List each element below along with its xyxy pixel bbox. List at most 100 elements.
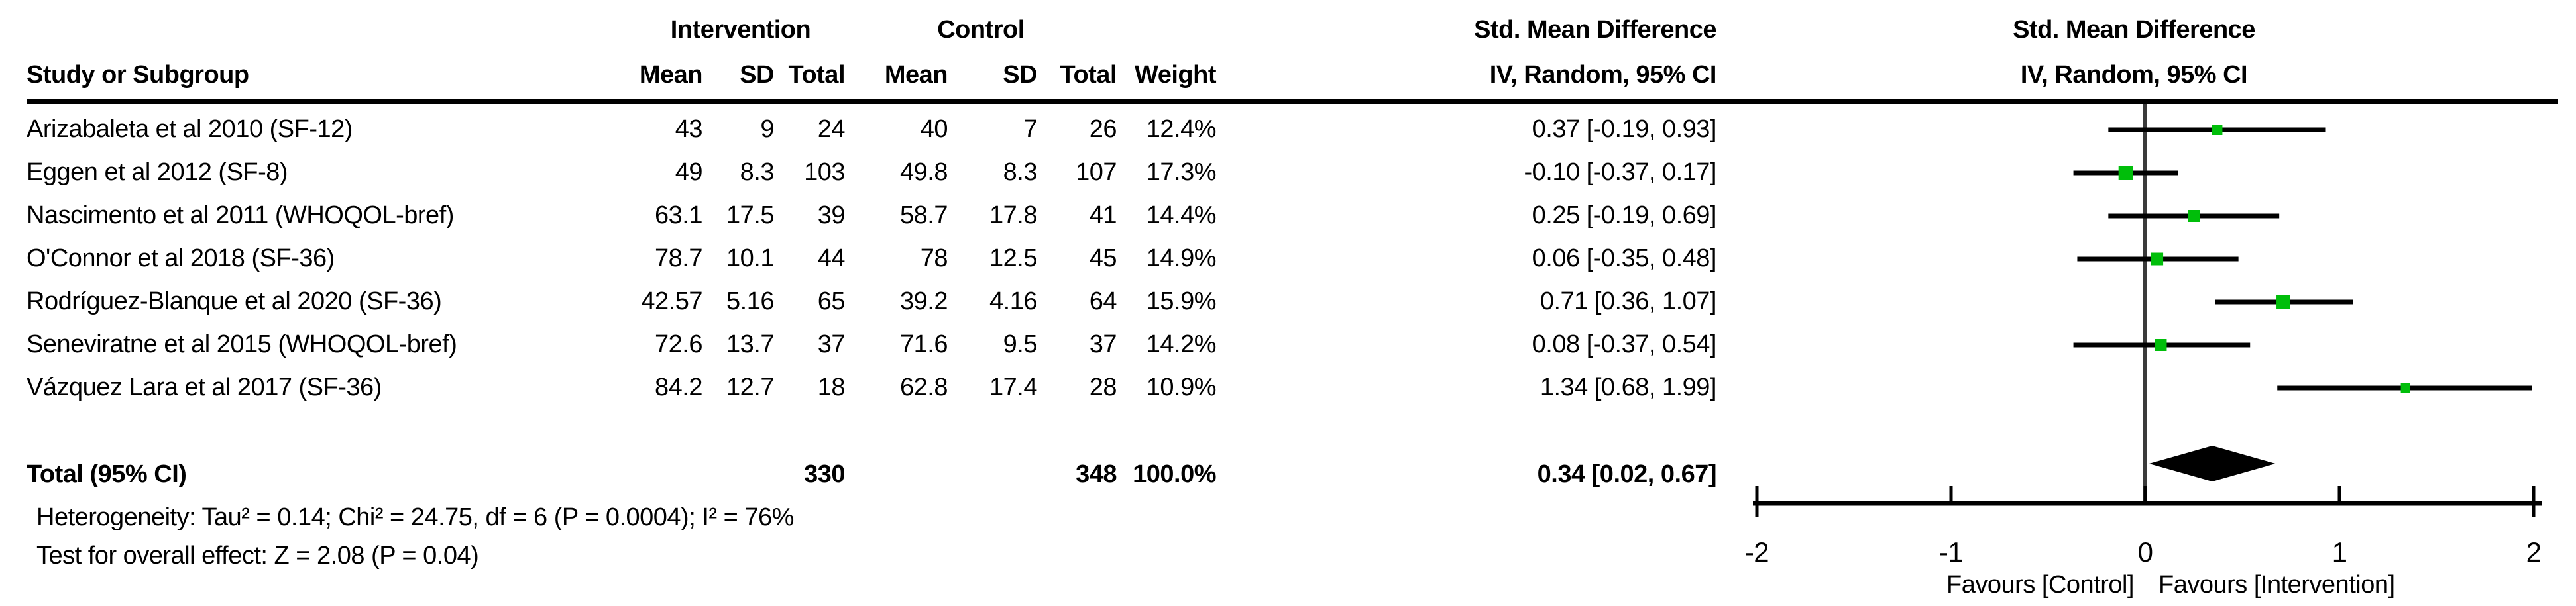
forest-plot-canvas: -2 -1 0 1 2 Favours [Control] Favours [Interve… <box>1745 104 2542 599</box>
control-sd-cell: 8.3 <box>1003 158 1038 186</box>
intervention-total-cell: 44 <box>817 244 846 272</box>
control-total-cell: 37 <box>1089 330 1117 358</box>
effect-marker <box>2400 383 2410 393</box>
ci-text-cell: -0.10 [-0.37, 0.17] <box>1524 158 1717 186</box>
intervention-total-cell: 24 <box>817 115 846 143</box>
intervention-sd-cell: 17.5 <box>726 201 774 229</box>
intervention-sd-cell: 9 <box>760 115 774 143</box>
effect-marker <box>2188 210 2200 222</box>
empty-cell <box>636 453 702 496</box>
control-mean-cell: 49.8 <box>900 158 948 186</box>
total-label: Total (95% CI) <box>27 460 187 488</box>
weight-cell: 15.9% <box>1146 287 1217 315</box>
total-control-n: 348 <box>1076 460 1117 488</box>
empty-cell <box>948 453 1037 496</box>
control-sd-cell: 9.5 <box>1003 330 1038 358</box>
intervention-total-cell: 37 <box>817 330 846 358</box>
table-header-columns: Study or Subgroup Mean SD Total Mean SD … <box>27 58 1717 91</box>
weight-cell: 17.3% <box>1146 158 1217 186</box>
table-row: Arizabaleta et al 2010 (SF-12) 43 9 24 40 7 26… <box>27 108 1717 151</box>
control-total-cell: 45 <box>1089 244 1117 272</box>
ci-text-cell: 0.08 [-0.37, 0.54] <box>1532 330 1717 358</box>
ci-text-cell: 0.71 [0.36, 1.07] <box>1540 287 1717 315</box>
study-name-cell: Nascimento et al 2011 (WHOQOL-bref) <box>27 201 454 229</box>
total-ci: 0.34 [0.02, 0.67] <box>1537 460 1717 488</box>
favours-right-label: Favours [Intervention] <box>2158 571 2395 599</box>
weight-column-header: Weight <box>1135 61 1216 89</box>
intervention-group-header: Intervention <box>670 16 811 44</box>
intervention-mean-cell: 78.7 <box>655 244 702 272</box>
table-row: Vázquez Lara et al 2017 (SF-36) 84.2 12.7 1… <box>27 366 1717 409</box>
control-total-cell: 26 <box>1089 115 1117 143</box>
control-total-cell: 28 <box>1089 374 1117 401</box>
control-sd-cell: 17.8 <box>989 201 1037 229</box>
control-mean-cell: 62.8 <box>900 374 948 401</box>
intervention-mean-cell: 72.6 <box>655 330 702 358</box>
control-total-cell: 64 <box>1089 287 1117 315</box>
study-name-cell: Vázquez Lara et al 2017 (SF-36) <box>27 374 382 401</box>
header-spacer <box>27 13 636 46</box>
intervention-sd-cell: 5.16 <box>726 287 774 315</box>
total-weight: 100.0% <box>1133 460 1216 488</box>
table-header-groups: Intervention Control Std. Mean Differenc… <box>27 13 1717 46</box>
intervention-mean-cell: 42.57 <box>641 287 702 315</box>
ci-text-cell: 0.06 [-0.35, 0.48] <box>1532 244 1717 272</box>
table-row: Nascimento et al 2011 (WHOQOL-bref) 63.1 1… <box>27 194 1717 237</box>
axis-tick-label: 1 <box>2332 536 2347 568</box>
effect-marker <box>2276 295 2290 309</box>
table-row: Eggen et al 2012 (SF-8) 49 8.3 103 49.8 8.3 10… <box>27 151 1717 194</box>
axis-tick-label: -1 <box>1939 536 1963 568</box>
total-row: Total (95% CI) 330 348 100.0% 0.34 [0.02… <box>27 453 1717 496</box>
effect-marker <box>2155 339 2167 351</box>
table-row: Rodríguez-Blanque et al 2020 (SF-36) 42.5… <box>27 280 1717 323</box>
intervention-mean-cell: 43 <box>675 115 703 143</box>
control-mean-cell: 40 <box>920 115 948 143</box>
overall-effect-text: Test for overall effect: Z = 2.08 (P = 0… <box>36 542 479 570</box>
intervention-total-cell: 39 <box>817 201 846 229</box>
control-mean-header: Mean <box>884 61 948 89</box>
weight-cell: 14.9% <box>1146 244 1217 272</box>
weight-cell: 14.2% <box>1146 330 1217 358</box>
study-name-cell: Seneviratne et al 2015 (WHOQOL-bref) <box>27 330 457 358</box>
ci-text-cell: 0.25 [-0.19, 0.69] <box>1532 201 1717 229</box>
plot-header-subtitle: IV, Random, 95% CI <box>2020 61 2248 89</box>
control-mean-cell: 39.2 <box>900 287 948 315</box>
weight-cell: 10.9% <box>1146 374 1217 401</box>
control-sd-cell: 12.5 <box>989 244 1037 272</box>
axis-tick-label: 2 <box>2526 536 2542 568</box>
intervention-total-header: Total <box>788 61 846 89</box>
intervention-sd-cell: 12.7 <box>726 374 774 401</box>
effect-marker <box>2118 166 2133 180</box>
intervention-mean-cell: 63.1 <box>655 201 702 229</box>
ci-text-cell: 0.37 [-0.19, 0.93] <box>1532 115 1717 143</box>
study-name-cell: Eggen et al 2012 (SF-8) <box>27 158 288 186</box>
effect-marker <box>2151 252 2164 266</box>
intervention-sd-cell: 10.1 <box>726 244 774 272</box>
empty-cell <box>702 453 774 496</box>
empty-cell <box>845 453 948 496</box>
table-row: Seneviratne et al 2015 (WHOQOL-bref) 72.6… <box>27 323 1717 366</box>
study-name-cell: O'Connor et al 2018 (SF-36) <box>27 244 335 272</box>
control-sd-header: SD <box>1003 61 1037 89</box>
total-intervention-n: 330 <box>804 460 845 488</box>
intervention-mean-cell: 84.2 <box>655 374 702 401</box>
control-mean-cell: 78 <box>920 244 948 272</box>
intervention-sd-cell: 8.3 <box>740 158 775 186</box>
control-sd-cell: 4.16 <box>989 287 1037 315</box>
favours-left-label: Favours [Control] <box>1946 571 2134 599</box>
control-total-header: Total <box>1060 61 1117 89</box>
intervention-mean-cell: 49 <box>675 158 703 186</box>
intervention-total-cell: 103 <box>804 158 845 186</box>
weight-cell: 14.4% <box>1146 201 1217 229</box>
effect-marker <box>2212 125 2223 135</box>
control-mean-cell: 71.6 <box>900 330 948 358</box>
header-divider-rule <box>27 99 2558 104</box>
study-column-header: Study or Subgroup <box>27 61 249 89</box>
control-sd-cell: 17.4 <box>989 374 1037 401</box>
study-name-cell: Arizabaleta et al 2010 (SF-12) <box>27 115 353 143</box>
intervention-sd-header: SD <box>740 61 774 89</box>
control-sd-cell: 7 <box>1023 115 1037 143</box>
pooled-diamond <box>2149 446 2276 481</box>
control-total-cell: 107 <box>1076 158 1117 186</box>
